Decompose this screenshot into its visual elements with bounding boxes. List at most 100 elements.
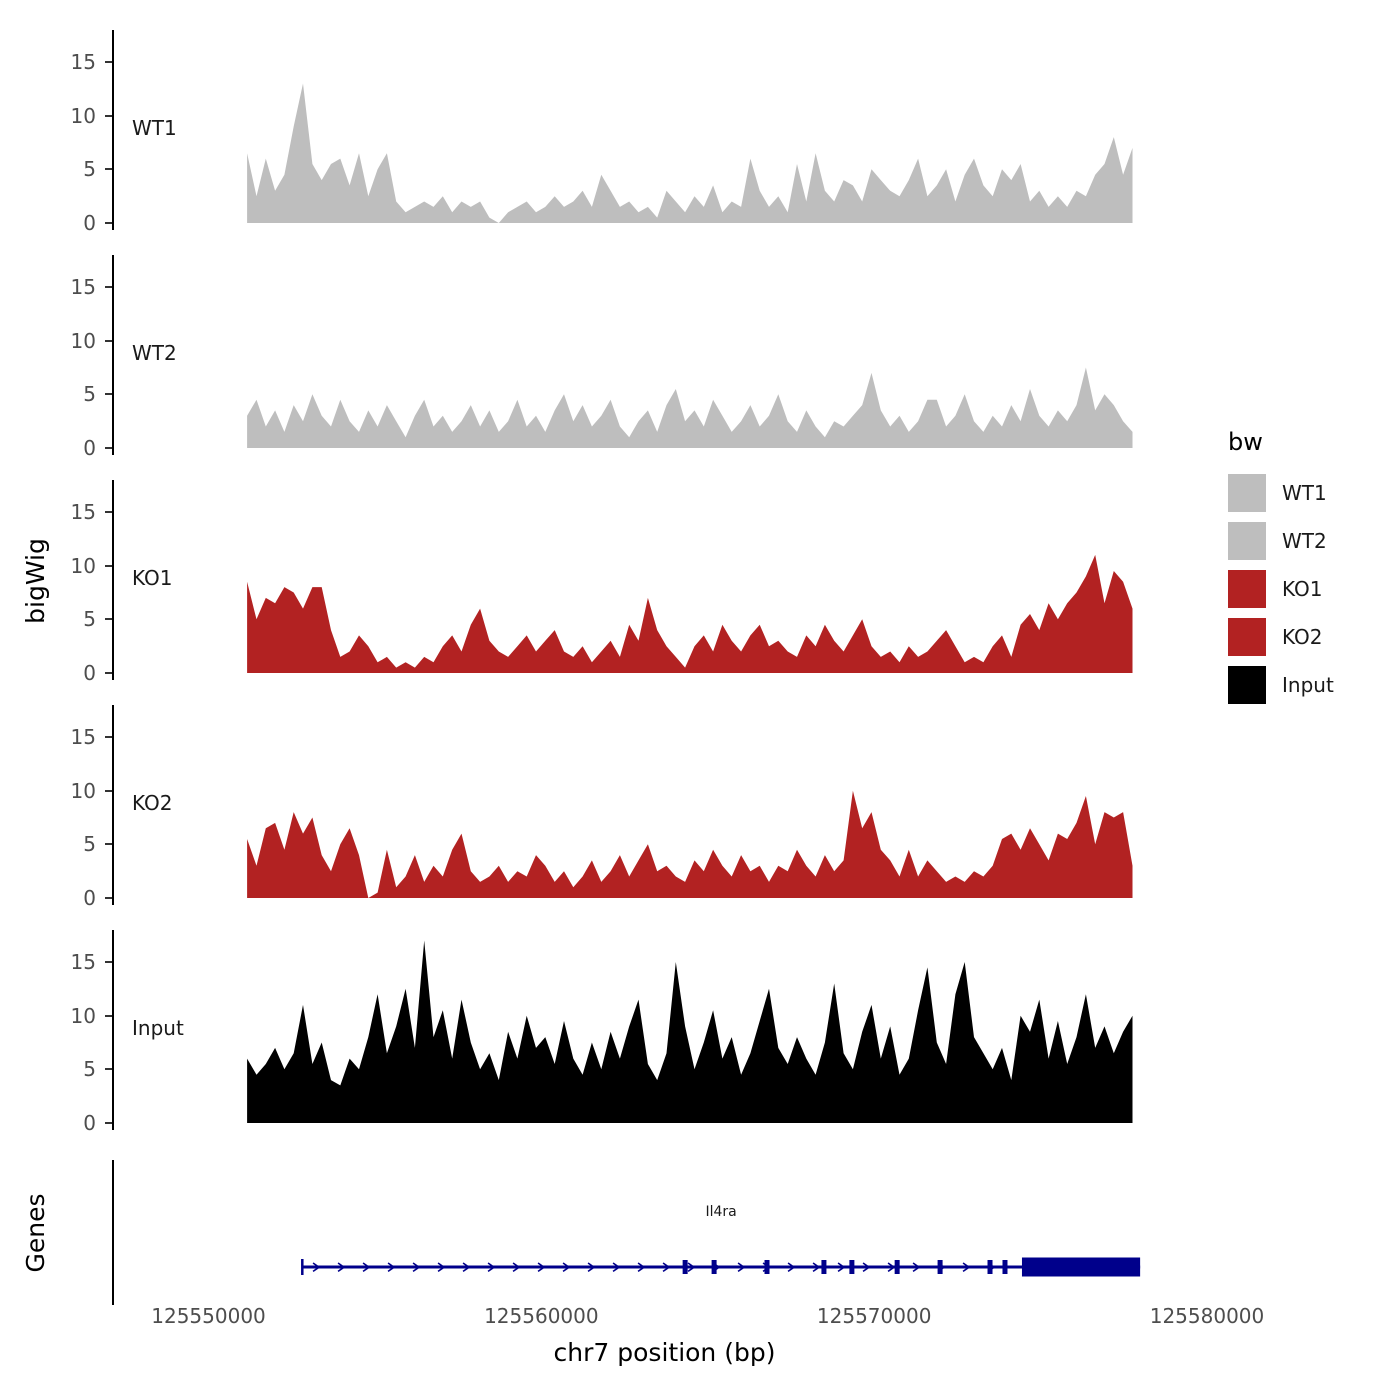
y-tick-mark [105, 168, 112, 171]
y-tick-label: 15 [70, 950, 96, 974]
legend-swatch-ko2 [1228, 618, 1266, 656]
y-tick-label: 15 [70, 275, 96, 299]
y-tick-label: 5 [83, 1057, 96, 1082]
y-tick-mark [105, 1122, 112, 1124]
strand-arrow-icon [362, 1262, 371, 1273]
y-tick-label: 0 [83, 436, 96, 460]
coverage-polygon [247, 940, 1133, 1123]
legend-item-wt1: WT1 [1228, 474, 1334, 512]
coverage-polygon [247, 790, 1133, 898]
legend-item-ko2: KO2 [1228, 618, 1334, 656]
track-panel-wt1: WT1 0 5 10 15 [71, 30, 1219, 234]
strand-arrow-icon [537, 1262, 546, 1273]
strand-arrow-icon [887, 1262, 896, 1273]
strand-arrow-icon [712, 1262, 721, 1273]
y-tick-mark [105, 222, 112, 224]
legend-label-input: Input [1282, 673, 1334, 697]
y-tick-mark [105, 511, 112, 513]
strand-arrow-icon [562, 1262, 571, 1273]
y-tick-label: 5 [83, 157, 96, 182]
y-tick-label: 15 [70, 50, 96, 74]
strand-arrow-icon [637, 1262, 646, 1273]
y-tick-label: 5 [83, 382, 96, 407]
signal-area-ko1 [247, 554, 1133, 673]
y-tick-mark [105, 339, 112, 342]
strand-arrow-icon [387, 1262, 396, 1273]
coverage-polygon [247, 367, 1133, 448]
strand-arrow-icon [762, 1262, 771, 1273]
y-tick-mark [105, 897, 112, 899]
track-label-ko1: KO1 [132, 566, 173, 590]
legend-swatch-wt1 [1228, 474, 1266, 512]
y-tick-label: 15 [70, 500, 96, 524]
coverage-polygon [247, 554, 1133, 673]
y-tick-label: 10 [70, 553, 96, 578]
y-tick-label: 10 [70, 328, 96, 353]
exon-mark [987, 1260, 993, 1274]
y-tick-mark [105, 564, 112, 567]
y-tick-mark [105, 961, 112, 963]
y-tick-label: 5 [83, 607, 96, 632]
y-tick-mark [105, 61, 112, 63]
x-tick-label-1: 125550000 [151, 1304, 266, 1328]
y-tick-label: 5 [83, 832, 96, 857]
exon-mark [894, 1260, 900, 1274]
signal-area-ko2 [247, 790, 1133, 898]
track-label-ko2: KO2 [132, 791, 173, 815]
exon-mark [937, 1260, 943, 1274]
legend-item-ko1: KO1 [1228, 570, 1334, 608]
track-label-input: Input [132, 1016, 184, 1040]
strand-arrow-icon [662, 1262, 671, 1273]
legend-item-wt2: WT2 [1228, 522, 1334, 560]
strand-arrow-icon [587, 1262, 596, 1273]
signal-area-input [247, 940, 1133, 1123]
x-tick-label-4: 125580000 [1149, 1304, 1265, 1328]
legend-swatch-wt2 [1228, 522, 1266, 560]
gene-model [301, 1257, 1141, 1277]
strand-arrow-icon [512, 1262, 521, 1273]
y-tick-label: 0 [83, 211, 96, 235]
legend-label-ko1: KO1 [1282, 577, 1323, 601]
legend-title: bw [1228, 428, 1263, 456]
exon-mark [764, 1260, 770, 1274]
track-panel-input: Input 0 5 10 15 [71, 930, 1219, 1134]
exon-mark [849, 1260, 855, 1274]
y-tick-label: 10 [70, 103, 96, 128]
strand-arrow-icon [912, 1262, 921, 1273]
gene-body-line [302, 1265, 1141, 1269]
strand-arrow-icon [412, 1262, 421, 1273]
track-panel-ko2: KO2 0 5 10 15 [71, 705, 1219, 909]
signal-area-wt1 [247, 83, 1133, 223]
legend-label-wt1: WT1 [1282, 481, 1327, 505]
exon-mark [1002, 1260, 1008, 1274]
y-tick-mark [105, 393, 112, 396]
y-tick-label: 15 [70, 725, 96, 749]
strand-arrow-icon [687, 1262, 696, 1273]
strand-arrow-icon [612, 1262, 621, 1273]
y-tick-mark [105, 114, 112, 117]
y-tick-mark [105, 1068, 112, 1071]
strand-arrow-icon [462, 1262, 471, 1273]
strand-arrow-icon [812, 1262, 821, 1273]
strand-arrow-icon [312, 1262, 321, 1273]
gene-name-label: Il4ra [705, 1204, 737, 1220]
legend-label-ko2: KO2 [1282, 625, 1323, 649]
y-tick-label: 0 [83, 886, 96, 910]
x-axis-title: chr7 position (bp) [553, 1338, 776, 1367]
gene-start-mark [301, 1259, 304, 1275]
strand-arrow-icon [787, 1262, 796, 1273]
exon-mark [711, 1260, 717, 1274]
legend: bw WT1 WT2 KO1 KO2 Input [1228, 428, 1334, 714]
y-tick-label: 0 [83, 1111, 96, 1135]
track-label-wt1: WT1 [132, 116, 177, 140]
strand-arrow-icon [487, 1262, 496, 1273]
y-tick-mark [105, 672, 112, 674]
y-tick-mark [105, 1014, 112, 1017]
strand-arrow-icon [737, 1262, 746, 1273]
y-tick-label: 10 [70, 778, 96, 803]
strand-arrow-icon [437, 1262, 446, 1273]
gene-panel: Il4ra [112, 1160, 1219, 1305]
legend-item-input: Input [1228, 666, 1334, 704]
y-tick-mark [105, 618, 112, 621]
